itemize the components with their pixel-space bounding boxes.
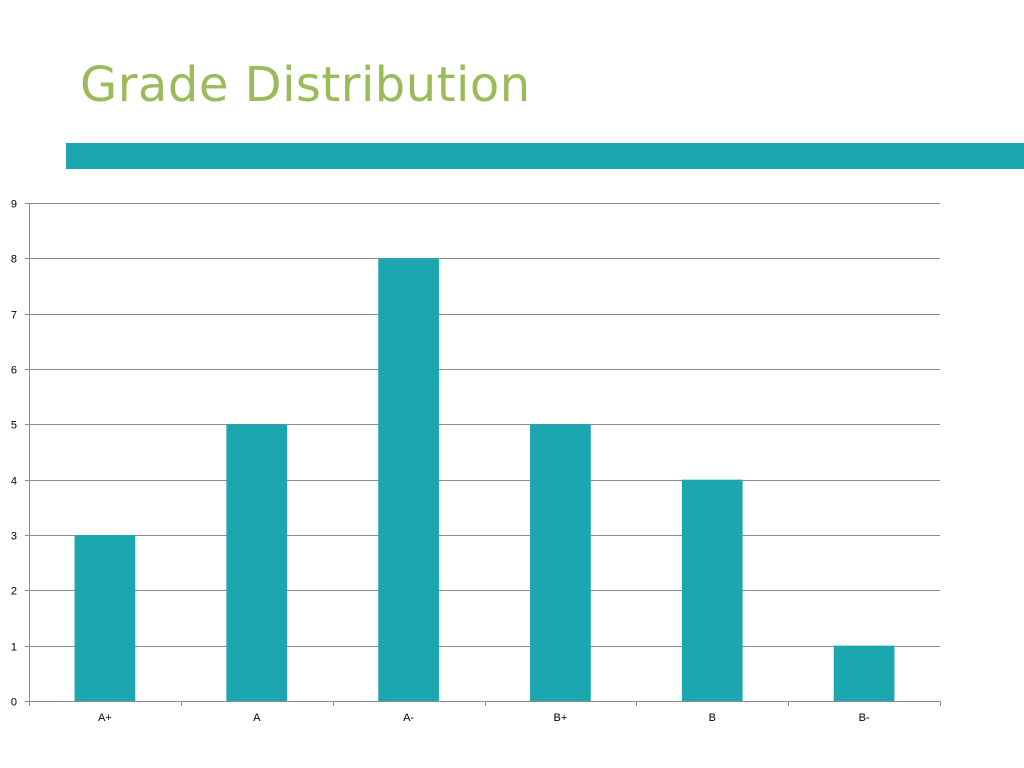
- y-tick-label: 2: [11, 586, 17, 598]
- y-tick-label: 6: [11, 365, 17, 377]
- y-tick-label: 9: [11, 199, 17, 211]
- y-tick-labels: 0 1 2 3 4 5 6 7 8 9: [11, 199, 17, 709]
- title-accent-bar: [66, 143, 1024, 169]
- x-tick-label: B: [709, 712, 716, 724]
- y-tick-label: 3: [11, 531, 17, 543]
- bar-A: [226, 424, 288, 701]
- y-tick-label: 0: [11, 697, 17, 709]
- y-tick-label: 8: [11, 254, 17, 266]
- x-tick-label: A-: [403, 712, 414, 724]
- x-tick-label: A+: [98, 712, 112, 724]
- y-tick-label: 1: [11, 642, 17, 654]
- bar-A-: [378, 258, 439, 701]
- y-tick-label: 7: [11, 310, 17, 322]
- x-tick-labels: A+ A A- B+ B B-: [98, 712, 870, 724]
- x-tick-label: A: [253, 712, 261, 724]
- y-tick-label: 4: [11, 476, 17, 488]
- slide-title: Grade Distribution: [80, 57, 531, 113]
- x-tick-label: B+: [554, 712, 568, 724]
- bar-B+: [530, 424, 591, 701]
- bar-B: [681, 479, 743, 701]
- gridlines: [29, 203, 940, 647]
- bar-B-: [833, 645, 895, 701]
- y-tick-label: 5: [11, 420, 17, 432]
- bar-A+: [74, 535, 136, 701]
- bars: [74, 258, 895, 701]
- grade-bar-chart: 0 1 2 3 4 5 6 7 8 9 A+ A A- B+ B B-: [11, 199, 941, 724]
- x-tick-label: B-: [859, 712, 870, 724]
- axes: [25, 203, 941, 706]
